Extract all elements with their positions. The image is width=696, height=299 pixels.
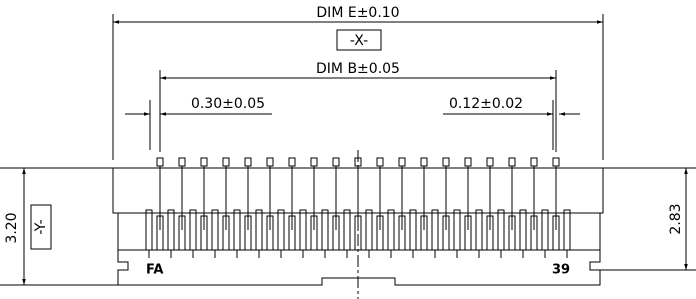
datum-y: -Y-	[33, 219, 49, 234]
dim-b-label: DIM B±0.05	[316, 61, 400, 77]
pin	[333, 158, 339, 166]
pin	[454, 210, 460, 250]
last-pin-mark: 39	[552, 263, 570, 278]
pin	[234, 210, 240, 250]
pin	[366, 210, 372, 250]
height-label: 3.20	[4, 212, 20, 243]
pin	[421, 158, 427, 166]
pin	[344, 210, 350, 250]
pin	[498, 210, 504, 250]
pin	[146, 210, 152, 250]
datum-x: -X-	[350, 33, 368, 49]
pin	[157, 158, 163, 166]
pin	[399, 158, 405, 166]
pin	[509, 158, 515, 166]
pin	[564, 210, 570, 250]
drawing: DIM E±0.10 -X- DIM B±0.05 0.30±0.05 0.12…	[0, 0, 696, 299]
pin	[465, 158, 471, 166]
pitch-label: 0.30±0.05	[191, 96, 265, 112]
pin	[278, 210, 284, 250]
pin	[212, 210, 218, 250]
pin	[311, 158, 317, 166]
pin-width-label: 0.12±0.02	[449, 96, 523, 112]
dim-e-label: DIM E±0.10	[316, 5, 399, 21]
pin	[300, 210, 306, 250]
pin	[168, 210, 174, 250]
pin	[245, 158, 251, 166]
pin	[487, 158, 493, 166]
pin	[289, 158, 295, 166]
pin	[256, 210, 262, 250]
pin	[267, 158, 273, 166]
body-height-label: 2.83	[668, 203, 684, 234]
pin	[179, 158, 185, 166]
pin	[410, 210, 416, 250]
pin	[377, 158, 383, 166]
pin	[432, 210, 438, 250]
pin	[542, 210, 548, 250]
pin	[190, 210, 196, 250]
pin	[520, 210, 526, 250]
pin	[201, 158, 207, 166]
pin	[553, 158, 559, 166]
pin	[443, 158, 449, 166]
pin	[223, 158, 229, 166]
pin	[476, 210, 482, 250]
pin	[388, 210, 394, 250]
first-pin-mark: FA	[146, 263, 163, 278]
pin	[322, 210, 328, 250]
pin	[531, 158, 537, 166]
